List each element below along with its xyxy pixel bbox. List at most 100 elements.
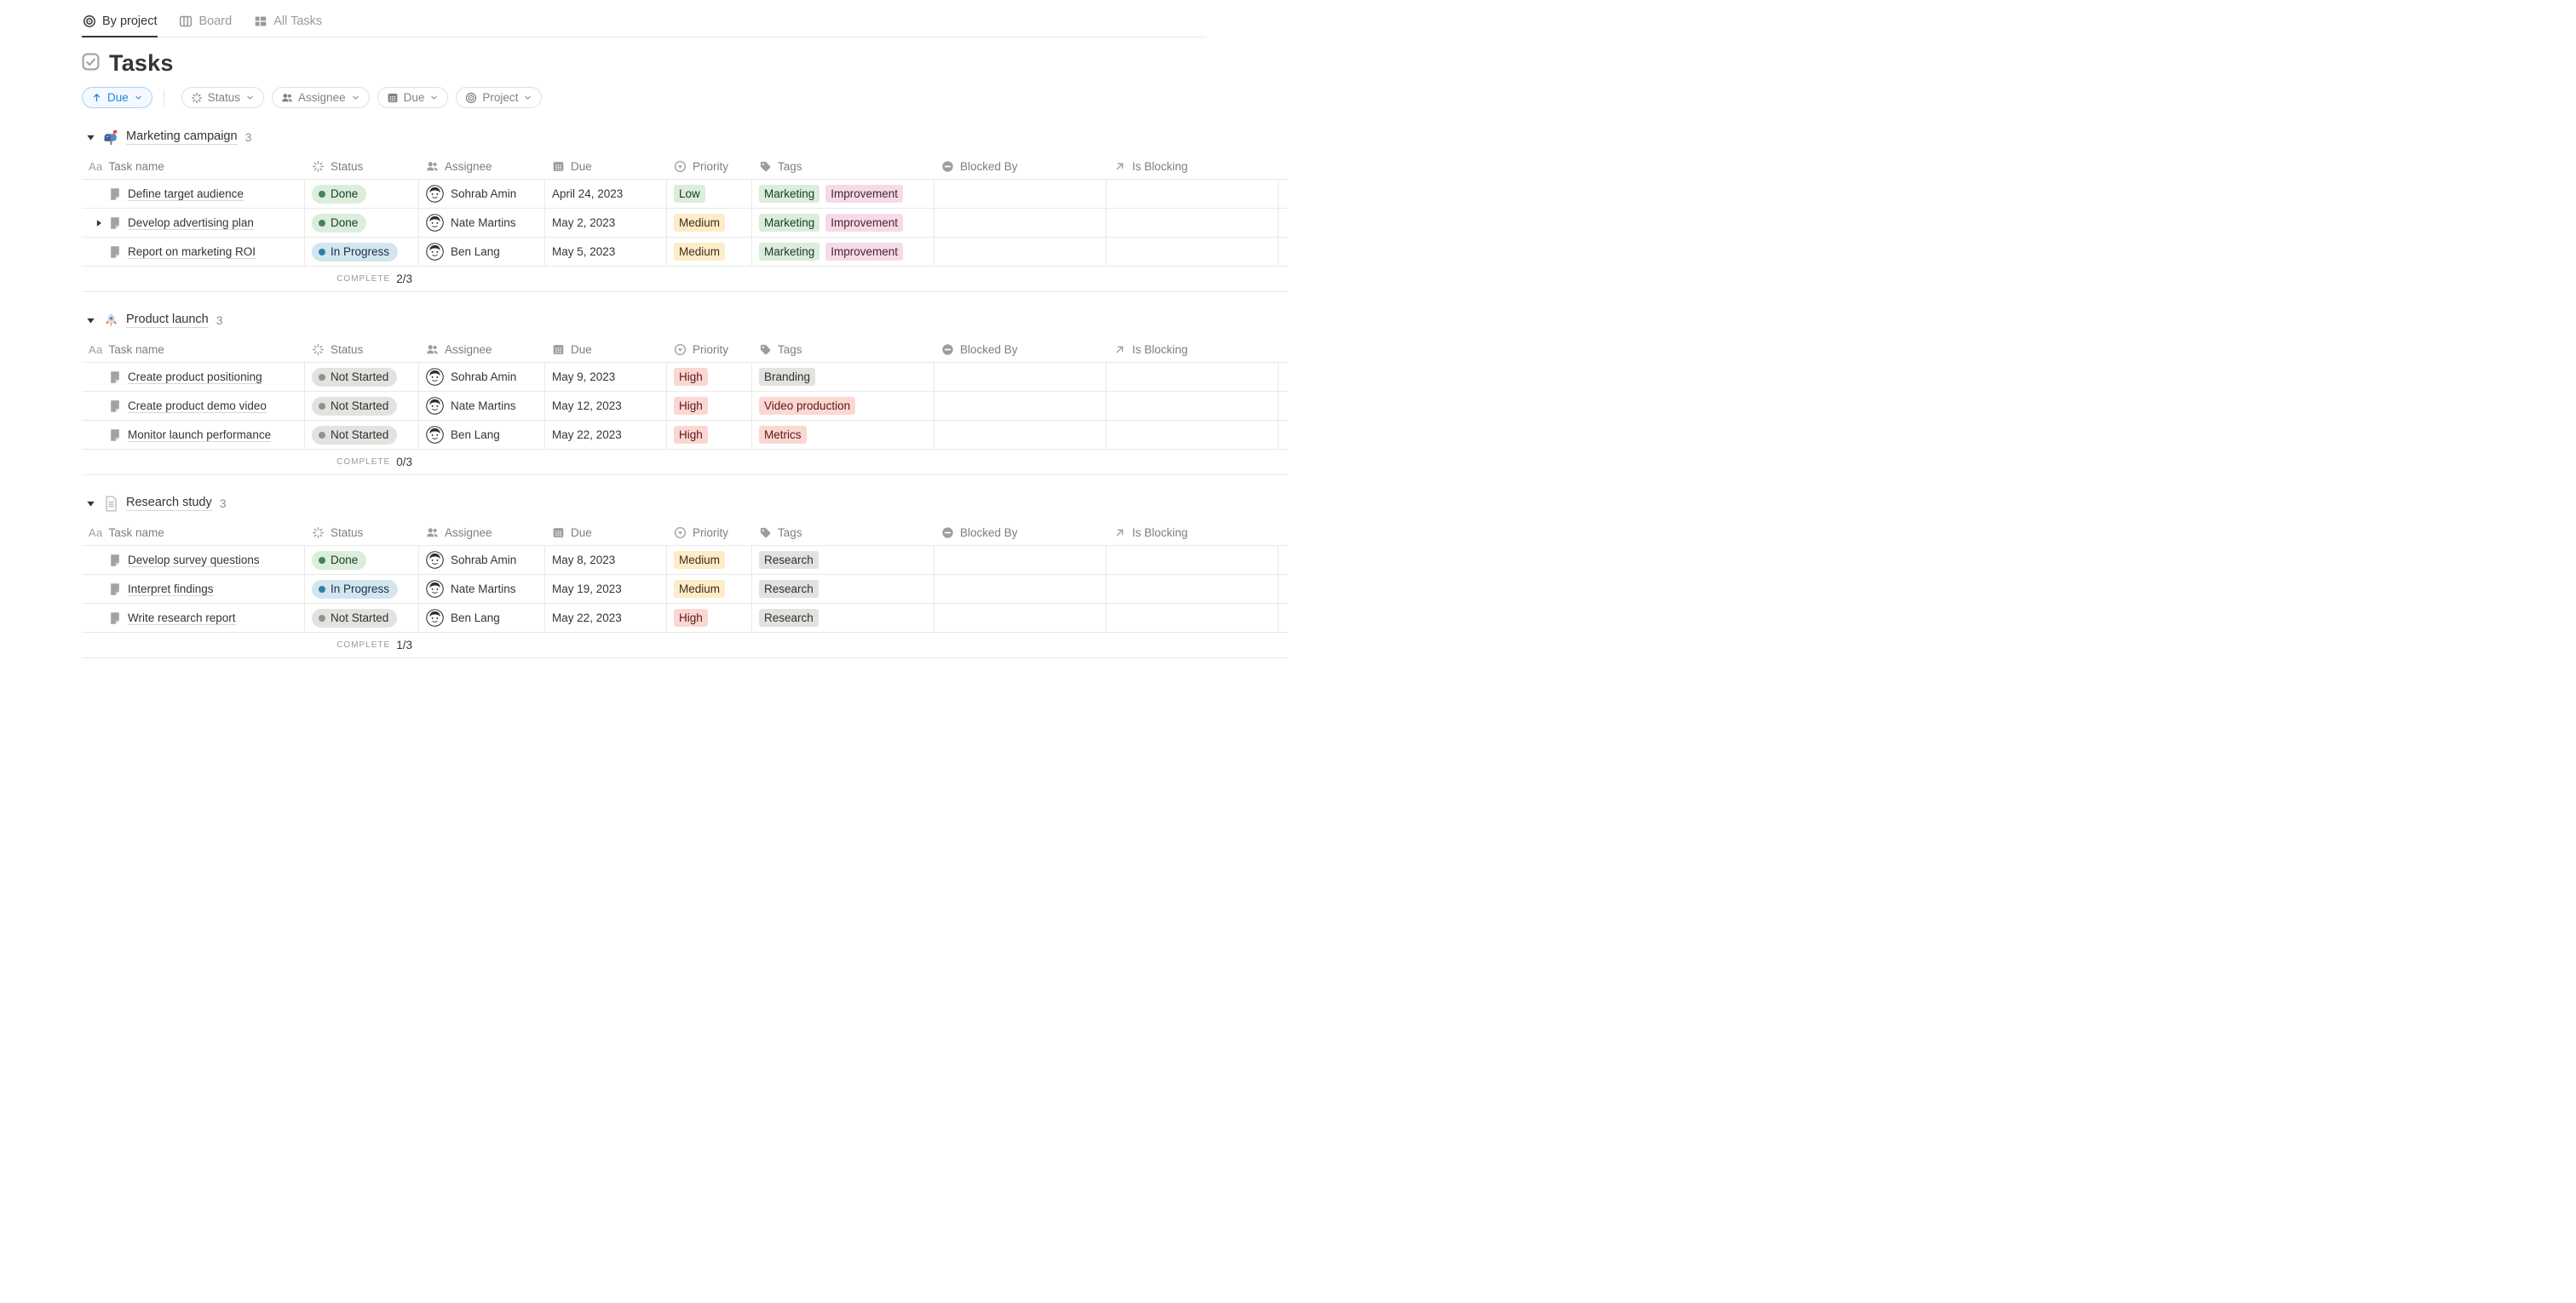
cell-tags[interactable]: Marketing Improvement bbox=[752, 180, 934, 208]
tab-board[interactable]: Board bbox=[178, 11, 233, 37]
cell-due-date[interactable]: May 2, 2023 bbox=[545, 209, 667, 237]
task-title-link[interactable]: Monitor launch performance bbox=[128, 428, 272, 442]
tab-by-project[interactable]: By project bbox=[82, 11, 158, 37]
task-title-link[interactable]: Define target audience bbox=[128, 187, 244, 201]
filter-pill-project[interactable]: Project bbox=[456, 87, 543, 108]
column-header-tags[interactable]: Tags bbox=[752, 153, 934, 179]
cell-tags[interactable]: Marketing Improvement bbox=[752, 209, 934, 237]
cell-tags[interactable]: Research bbox=[752, 604, 934, 632]
cell-is-blocking[interactable] bbox=[1107, 546, 1279, 574]
cell-is-blocking[interactable] bbox=[1107, 575, 1279, 603]
group-name-link[interactable]: Research study bbox=[126, 496, 212, 511]
column-header-is-blocking[interactable]: Is Blocking bbox=[1107, 336, 1279, 362]
cell-status[interactable]: Not Started bbox=[305, 604, 419, 632]
column-header-tags[interactable]: Tags bbox=[752, 336, 934, 362]
cell-assignee[interactable]: Ben Lang bbox=[419, 421, 545, 449]
cell-priority[interactable]: High bbox=[667, 363, 752, 391]
column-header-due[interactable]: Due bbox=[545, 519, 667, 545]
cell-due-date[interactable]: May 8, 2023 bbox=[545, 546, 667, 574]
column-header-blocked-by[interactable]: Blocked By bbox=[934, 519, 1107, 545]
column-header-blocked-by[interactable]: Blocked By bbox=[934, 336, 1107, 362]
group-name-link[interactable]: Marketing campaign bbox=[126, 129, 238, 145]
cell-task-name[interactable]: Develop survey questions bbox=[82, 546, 305, 574]
cell-assignee[interactable]: Nate Martins bbox=[419, 392, 545, 420]
complete-calc[interactable]: COMPLETE 0/3 bbox=[305, 450, 419, 474]
column-header-is-blocking[interactable]: Is Blocking bbox=[1107, 153, 1279, 179]
cell-blocked-by[interactable] bbox=[934, 546, 1107, 574]
cell-blocked-by[interactable] bbox=[934, 180, 1107, 208]
complete-calc[interactable]: COMPLETE 2/3 bbox=[305, 267, 419, 291]
complete-calc[interactable]: COMPLETE 1/3 bbox=[305, 633, 419, 657]
cell-tags[interactable]: Research bbox=[752, 575, 934, 603]
column-header-is-blocking[interactable]: Is Blocking bbox=[1107, 519, 1279, 545]
cell-is-blocking[interactable] bbox=[1107, 180, 1279, 208]
column-header-task-name[interactable]: Aa Task name bbox=[82, 153, 305, 179]
collapse-toggle[interactable] bbox=[81, 128, 100, 146]
filter-pill-assignee[interactable]: Assignee bbox=[272, 87, 370, 108]
cell-assignee[interactable]: Sohrab Amin bbox=[419, 546, 545, 574]
filter-pill-due[interactable]: Due bbox=[377, 87, 449, 108]
column-header-due[interactable]: Due bbox=[545, 336, 667, 362]
cell-due-date[interactable]: May 22, 2023 bbox=[545, 604, 667, 632]
task-title-link[interactable]: Create product demo video bbox=[128, 399, 267, 413]
column-header-priority[interactable]: Priority bbox=[667, 336, 752, 362]
cell-blocked-by[interactable] bbox=[934, 604, 1107, 632]
column-header-status[interactable]: Status bbox=[305, 519, 419, 545]
cell-assignee[interactable]: Ben Lang bbox=[419, 238, 545, 266]
cell-due-date[interactable]: April 24, 2023 bbox=[545, 180, 667, 208]
cell-priority[interactable]: Medium bbox=[667, 238, 752, 266]
cell-due-date[interactable]: May 9, 2023 bbox=[545, 363, 667, 391]
collapse-toggle[interactable] bbox=[81, 494, 100, 513]
cell-assignee[interactable]: Sohrab Amin bbox=[419, 180, 545, 208]
cell-tags[interactable]: Marketing Improvement bbox=[752, 238, 934, 266]
task-title-link[interactable]: Report on marketing ROI bbox=[128, 244, 256, 259]
column-header-priority[interactable]: Priority bbox=[667, 153, 752, 179]
cell-status[interactable]: Done bbox=[305, 546, 419, 574]
cell-due-date[interactable]: May 19, 2023 bbox=[545, 575, 667, 603]
cell-status[interactable]: Done bbox=[305, 180, 419, 208]
cell-blocked-by[interactable] bbox=[934, 575, 1107, 603]
task-title-link[interactable]: Develop advertising plan bbox=[128, 215, 254, 230]
expand-toggle[interactable] bbox=[89, 219, 108, 227]
task-title-link[interactable]: Develop survey questions bbox=[128, 553, 260, 567]
cell-assignee[interactable]: Ben Lang bbox=[419, 604, 545, 632]
cell-tags[interactable]: Branding bbox=[752, 363, 934, 391]
cell-is-blocking[interactable] bbox=[1107, 604, 1279, 632]
cell-is-blocking[interactable] bbox=[1107, 392, 1279, 420]
column-header-assignee[interactable]: Assignee bbox=[419, 153, 545, 179]
filter-pill-status[interactable]: Status bbox=[181, 87, 265, 108]
cell-tags[interactable]: Video production bbox=[752, 392, 934, 420]
cell-blocked-by[interactable] bbox=[934, 392, 1107, 420]
column-header-blocked-by[interactable]: Blocked By bbox=[934, 153, 1107, 179]
cell-status[interactable]: In Progress bbox=[305, 575, 419, 603]
cell-status[interactable]: In Progress bbox=[305, 238, 419, 266]
cell-assignee[interactable]: Nate Martins bbox=[419, 209, 545, 237]
cell-blocked-by[interactable] bbox=[934, 363, 1107, 391]
tab-all-tasks[interactable]: All Tasks bbox=[253, 11, 323, 37]
sort-pill-due[interactable]: Due bbox=[82, 87, 152, 108]
cell-due-date[interactable]: May 5, 2023 bbox=[545, 238, 667, 266]
cell-priority[interactable]: Medium bbox=[667, 209, 752, 237]
cell-task-name[interactable]: Create product demo video bbox=[82, 392, 305, 420]
task-title-link[interactable]: Interpret findings bbox=[128, 582, 214, 596]
cell-status[interactable]: Done bbox=[305, 209, 419, 237]
cell-priority[interactable]: Medium bbox=[667, 575, 752, 603]
collapse-toggle[interactable] bbox=[81, 311, 100, 330]
cell-task-name[interactable]: Report on marketing ROI bbox=[82, 238, 305, 266]
cell-blocked-by[interactable] bbox=[934, 209, 1107, 237]
cell-task-name[interactable]: Interpret findings bbox=[82, 575, 305, 603]
cell-tags[interactable]: Metrics bbox=[752, 421, 934, 449]
column-header-status[interactable]: Status bbox=[305, 153, 419, 179]
cell-task-name[interactable]: Define target audience bbox=[82, 180, 305, 208]
column-header-assignee[interactable]: Assignee bbox=[419, 336, 545, 362]
cell-is-blocking[interactable] bbox=[1107, 209, 1279, 237]
cell-task-name[interactable]: Develop advertising plan bbox=[82, 209, 305, 237]
cell-task-name[interactable]: Create product positioning bbox=[82, 363, 305, 391]
column-header-assignee[interactable]: Assignee bbox=[419, 519, 545, 545]
cell-assignee[interactable]: Sohrab Amin bbox=[419, 363, 545, 391]
cell-status[interactable]: Not Started bbox=[305, 363, 419, 391]
cell-due-date[interactable]: May 12, 2023 bbox=[545, 392, 667, 420]
cell-priority[interactable]: High bbox=[667, 421, 752, 449]
cell-priority[interactable]: High bbox=[667, 392, 752, 420]
cell-status[interactable]: Not Started bbox=[305, 421, 419, 449]
